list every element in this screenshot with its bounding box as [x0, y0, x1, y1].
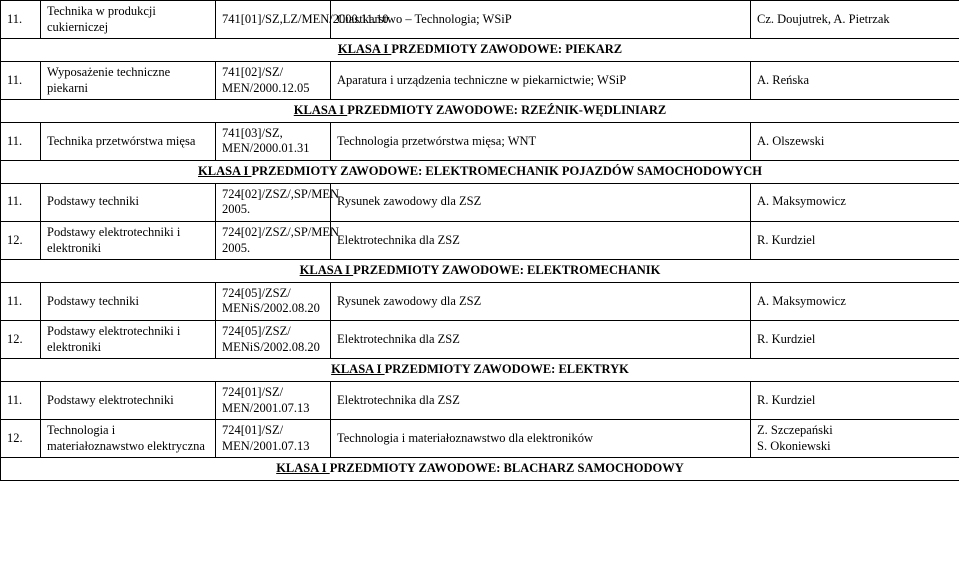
table-row: 12. Podstawy elektrotechniki i elektroni… — [1, 321, 959, 359]
row-code: 724[05]/ZSZ/ MENiS/2002.08.20 — [216, 282, 331, 320]
header-prefix: KLASA I — [300, 263, 354, 277]
row-author: R. Kurdziel — [751, 221, 959, 259]
section-header: KLASA I PRZEDMIOTY ZAWODOWE: BLACHARZ SA… — [1, 458, 959, 481]
row-number: 11. — [1, 122, 41, 160]
row-subject: Podstawy elektrotechniki — [41, 381, 216, 419]
row-desc: Technologia i materiałoznawstwo dla elek… — [331, 420, 751, 458]
row-desc: Rysunek zawodowy dla ZSZ — [331, 183, 751, 221]
row-desc: Ciastkarstwo – Technologia; WSiP — [331, 1, 751, 39]
header-prefix: KLASA I — [294, 103, 348, 117]
section-header: KLASA I PRZEDMIOTY ZAWODOWE: ELEKTROMECH… — [1, 260, 959, 283]
row-author: R. Kurdziel — [751, 321, 959, 359]
header-prefix: KLASA I — [331, 362, 385, 376]
table-row: 12. Technologia i materiałoznawstwo elek… — [1, 420, 959, 458]
row-author: A. Reńska — [751, 61, 959, 99]
row-subject: Wyposażenie techniczne piekarni — [41, 61, 216, 99]
section-header: KLASA I PRZEDMIOTY ZAWODOWE: RZEŹNIK-WĘD… — [1, 100, 959, 123]
table-row: 11. Podstawy elektrotechniki 724[01]/SZ/… — [1, 381, 959, 419]
row-number: 12. — [1, 221, 41, 259]
header-prefix: KLASA I — [338, 42, 392, 56]
row-number: 11. — [1, 1, 41, 39]
row-number: 12. — [1, 420, 41, 458]
header-rest: PRZEDMIOTY ZAWODOWE: RZEŹNIK-WĘDLINIARZ — [347, 103, 666, 117]
row-author: Z. Szczepański S. Okoniewski — [751, 420, 959, 458]
row-subject: Podstawy elektrotechniki i elektroniki — [41, 221, 216, 259]
header-rest: PRZEDMIOTY ZAWODOWE: ELEKTRYK — [385, 362, 629, 376]
section-header: KLASA I PRZEDMIOTY ZAWODOWE: ELEKTRYK — [1, 359, 959, 382]
row-subject: Technika przetwórstwa mięsa — [41, 122, 216, 160]
row-number: 11. — [1, 282, 41, 320]
row-subject: Technika w produkcji cukierniczej — [41, 1, 216, 39]
row-author: A. Maksymowicz — [751, 183, 959, 221]
row-desc: Aparatura i urządzenia techniczne w piek… — [331, 61, 751, 99]
header-rest: PRZEDMIOTY ZAWODOWE: ELEKTROMECHANIK POJ… — [252, 164, 762, 178]
section-header: KLASA I PRZEDMIOTY ZAWODOWE: ELEKTROMECH… — [1, 161, 959, 184]
row-subject: Podstawy techniki — [41, 183, 216, 221]
row-author: A. Maksymowicz — [751, 282, 959, 320]
table-row: 11. Podstawy techniki 724[02]/ZSZ/,SP/ME… — [1, 183, 959, 221]
row-code: 724[01]/SZ/ MEN/2001.07.13 — [216, 420, 331, 458]
table-row: 11. Wyposażenie techniczne piekarni 741[… — [1, 61, 959, 99]
row-desc: Elektrotechnika dla ZSZ — [331, 381, 751, 419]
row-desc: Elektrotechnika dla ZSZ — [331, 221, 751, 259]
row-subject: Podstawy elektrotechniki i elektroniki — [41, 321, 216, 359]
row-author: A. Olszewski — [751, 122, 959, 160]
row-code: 741[02]/SZ/ MEN/2000.12.05 — [216, 61, 331, 99]
header-rest: PRZEDMIOTY ZAWODOWE: BLACHARZ SAMOCHODOW… — [330, 461, 684, 475]
row-code: 724[02]/ZSZ/,SP/MEN 2005. — [216, 221, 331, 259]
row-desc: Elektrotechnika dla ZSZ — [331, 321, 751, 359]
row-code: 724[05]/ZSZ/ MENiS/2002.08.20 — [216, 321, 331, 359]
table-row: 12. Podstawy elektrotechniki i elektroni… — [1, 221, 959, 259]
table-row: 11. Technika przetwórstwa mięsa 741[03]/… — [1, 122, 959, 160]
section-header: KLASA I PRZEDMIOTY ZAWODOWE: PIEKARZ — [1, 39, 959, 62]
row-number: 11. — [1, 183, 41, 221]
row-desc: Rysunek zawodowy dla ZSZ — [331, 282, 751, 320]
row-subject: Podstawy techniki — [41, 282, 216, 320]
row-code: 741[01]/SZ,LZ/MEN/2000.11.10 — [216, 1, 331, 39]
row-number: 11. — [1, 381, 41, 419]
row-number: 12. — [1, 321, 41, 359]
header-prefix: KLASA I — [198, 164, 252, 178]
header-rest: PRZEDMIOTY ZAWODOWE: ELEKTROMECHANIK — [353, 263, 660, 277]
row-author: Cz. Doujutrek, A. Pietrzak — [751, 1, 959, 39]
row-number: 11. — [1, 61, 41, 99]
table-row: 11. Podstawy techniki 724[05]/ZSZ/ MENiS… — [1, 282, 959, 320]
curriculum-table: 11. Technika w produkcji cukierniczej 74… — [0, 0, 959, 481]
header-prefix: KLASA I — [276, 461, 330, 475]
row-code: 741[03]/SZ, MEN/2000.01.31 — [216, 122, 331, 160]
row-desc: Technologia przetwórstwa mięsa; WNT — [331, 122, 751, 160]
header-rest: PRZEDMIOTY ZAWODOWE: PIEKARZ — [391, 42, 622, 56]
row-code: 724[02]/ZSZ/,SP/MEN 2005. — [216, 183, 331, 221]
row-code: 724[01]/SZ/ MEN/2001.07.13 — [216, 381, 331, 419]
table-row: 11. Technika w produkcji cukierniczej 74… — [1, 1, 959, 39]
row-author: R. Kurdziel — [751, 381, 959, 419]
row-subject: Technologia i materiałoznawstwo elektryc… — [41, 420, 216, 458]
